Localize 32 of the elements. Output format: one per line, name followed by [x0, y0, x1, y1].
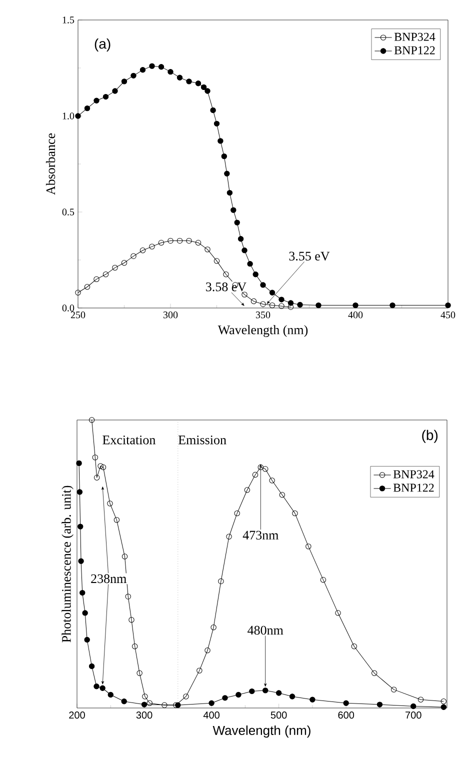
x-tick-label: 300 — [136, 712, 152, 719]
x-axis-title: Wavelength (nm) — [212, 725, 310, 738]
annotation: (a) — [94, 38, 110, 52]
legend-label: BNP324 — [394, 32, 436, 41]
x-tick-label: 350 — [256, 312, 270, 318]
y-axis-title: Absorbance — [46, 133, 56, 195]
x-tick-label: 700 — [406, 712, 422, 719]
annotation: Emission — [178, 436, 226, 444]
x-tick-label: 450 — [440, 312, 456, 318]
x-tick-label: 300 — [163, 312, 178, 318]
annotation: 473nm — [242, 530, 279, 540]
legend-label: BNP122 — [394, 46, 435, 54]
legend-label: BNP122 — [393, 484, 434, 492]
annotation: 3.58 eV — [206, 282, 246, 292]
annotation: Excitation — [102, 436, 156, 444]
x-tick-label: 500 — [270, 712, 287, 719]
annotation: 480nm — [248, 626, 284, 635]
annotation: (b) — [422, 430, 438, 443]
x-axis-title: Wavelength (nm) — [218, 325, 308, 337]
x-tick-label: 200 — [69, 712, 85, 719]
y-tick-label: 1.0 — [62, 112, 74, 120]
annotation: 3.55 eV — [289, 252, 330, 261]
legend-label: BNP324 — [393, 470, 434, 478]
y-tick-label: 0.0 — [62, 304, 74, 312]
x-tick-label: 600 — [338, 712, 354, 719]
x-tick-label: 250 — [70, 312, 86, 318]
x-tick-label: 400 — [348, 312, 363, 318]
y-tick-label: 1.5 — [62, 16, 74, 24]
x-tick-label: 400 — [203, 712, 220, 719]
annotation: 238nm — [91, 574, 126, 584]
y-tick-label: 0.5 — [62, 208, 74, 216]
y-axis-title: Photoluminescence (arb. unit) — [62, 486, 74, 642]
